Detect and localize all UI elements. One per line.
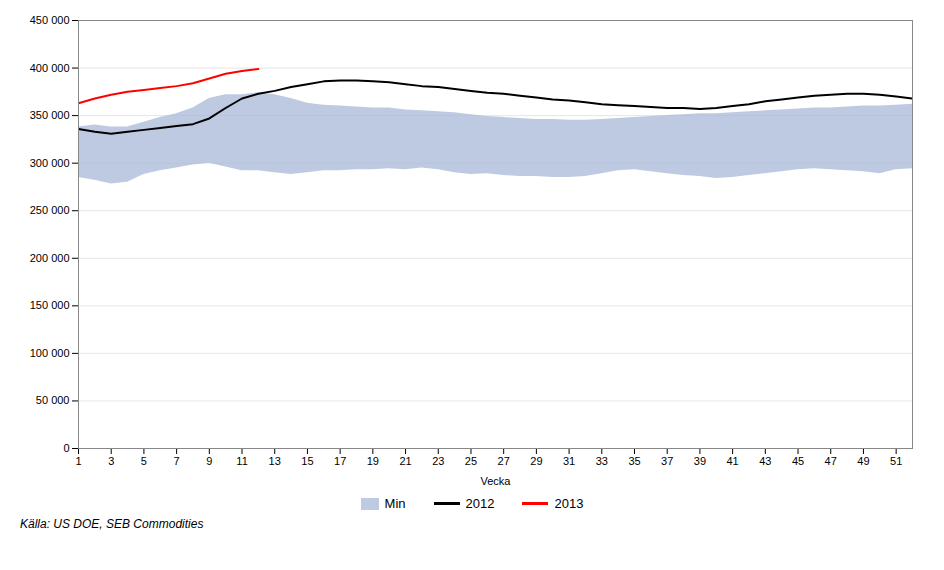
svg-text:25: 25 xyxy=(465,455,477,467)
svg-text:0: 0 xyxy=(63,442,69,454)
svg-text:150 000: 150 000 xyxy=(30,299,70,311)
svg-text:13: 13 xyxy=(269,455,281,467)
svg-text:37: 37 xyxy=(661,455,673,467)
svg-text:51: 51 xyxy=(890,455,902,467)
svg-text:41: 41 xyxy=(726,455,738,467)
svg-text:15: 15 xyxy=(301,455,313,467)
svg-text:350 000: 350 000 xyxy=(30,109,70,121)
html-text:Källa: US DOE, SEB Commodities: Källa: US DOE, SEB Commodities xyxy=(20,517,204,531)
svg-text:300 000: 300 000 xyxy=(30,157,70,169)
svg-text:3: 3 xyxy=(108,455,114,467)
svg-text:100 000: 100 000 xyxy=(30,347,70,359)
html-text:2012: 2012 xyxy=(465,496,495,511)
html-text:2013: 2013 xyxy=(554,496,584,511)
svg-text:23: 23 xyxy=(432,455,444,467)
svg-text:19: 19 xyxy=(367,455,379,467)
svg-text:49: 49 xyxy=(857,455,869,467)
svg-text:39: 39 xyxy=(694,455,706,467)
svg-text:400 000: 400 000 xyxy=(30,62,70,74)
svg-text:50 000: 50 000 xyxy=(36,394,70,406)
svg-text:1: 1 xyxy=(75,455,81,467)
svg-text:200 000: 200 000 xyxy=(30,252,70,264)
svg-text:29: 29 xyxy=(530,455,542,467)
svg-text:21: 21 xyxy=(399,455,411,467)
html-text:Min: Min xyxy=(384,496,406,511)
svg-text:35: 35 xyxy=(628,455,640,467)
svg-text:47: 47 xyxy=(825,455,837,467)
svg-text:9: 9 xyxy=(206,455,212,467)
svg-text:450 000: 450 000 xyxy=(30,14,70,26)
svg-text:5: 5 xyxy=(141,455,147,467)
svg-text:Vecka: Vecka xyxy=(481,475,512,487)
svg-text:45: 45 xyxy=(792,455,804,467)
svg-text:27: 27 xyxy=(498,455,510,467)
svg-text:7: 7 xyxy=(174,455,180,467)
svg-text:17: 17 xyxy=(334,455,346,467)
svg-text:33: 33 xyxy=(596,455,608,467)
svg-text:31: 31 xyxy=(563,455,575,467)
svg-text:11: 11 xyxy=(236,455,247,467)
svg-text:43: 43 xyxy=(759,455,771,467)
svg-text:250 000: 250 000 xyxy=(30,204,70,216)
